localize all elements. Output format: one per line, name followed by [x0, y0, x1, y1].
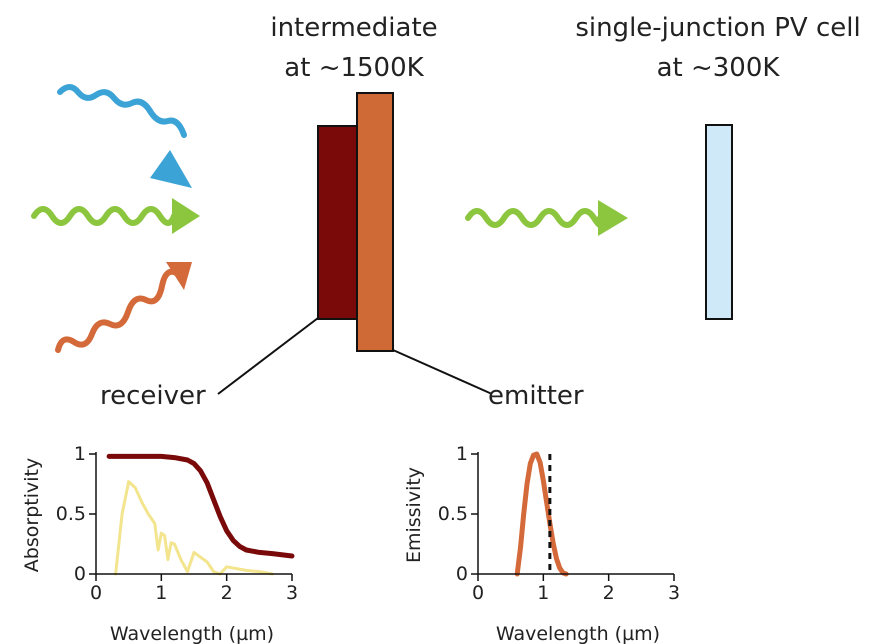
- absorptivity-y-axis-label: Absorptivity: [21, 458, 43, 572]
- emissivity-x-tick-label: 1: [537, 582, 549, 604]
- intermediate-label: intermediate: [270, 13, 437, 43]
- emissivity-chart: Emissivity Wavelength (µm) 0 1 2 3 0 0.5 1: [403, 443, 680, 644]
- absorptivity-x-tick-label: 3: [286, 582, 298, 604]
- absorptivity-chart: Absorptivity Wavelength (µm) 0 1 2 3 0 0.5 1: [21, 443, 298, 644]
- emissivity-y-tick-label: 1: [456, 443, 468, 465]
- emitter-label: emitter: [488, 381, 584, 411]
- receiver-block: [317, 125, 359, 320]
- absorptivity-series-line: [114, 480, 274, 576]
- absorptivity-x-axis-label: Wavelength (µm): [110, 623, 274, 644]
- emissivity-y-tick-label: 0.5: [438, 503, 468, 525]
- pv-cell-block: [705, 124, 733, 320]
- emitter-block: [356, 92, 394, 352]
- absorptivity-x-tick-label: 0: [90, 582, 102, 604]
- blue-wave-arrow-icon: [57, 84, 192, 188]
- emissivity-x-tick-label: 2: [603, 582, 615, 604]
- absorptivity-y-tick-label: 0.5: [56, 503, 86, 525]
- receiver-label: receiver: [100, 381, 206, 411]
- pv-cell-label: single-junction PV cell: [575, 13, 860, 43]
- absorptivity-y-tick-label: 1: [74, 443, 86, 465]
- emissivity-y-tick-label: 0: [456, 563, 468, 585]
- absorptivity-series-line: [106, 453, 295, 559]
- receiver-leader-line: [217, 317, 319, 395]
- absorptivity-x-tick-label: 2: [221, 582, 233, 604]
- orange-wave-arrow-icon: [55, 262, 192, 353]
- absorptivity-x-tick-label: 1: [155, 582, 167, 604]
- emissivity-x-tick-label: 3: [668, 582, 680, 604]
- emissivity-x-axis-label: Wavelength (µm): [496, 623, 660, 644]
- pv-cell-temperature-label: at ~300K: [657, 53, 781, 83]
- green-wave-arrow-icon: [31, 198, 200, 234]
- emissivity-series-line: [514, 451, 569, 577]
- green-wave-arrow-icon: [465, 200, 628, 236]
- emissivity-x-tick-label: 0: [472, 582, 484, 604]
- absorptivity-y-tick-label: 0: [74, 563, 86, 585]
- emitter-leader-line: [392, 349, 493, 395]
- intermediate-temperature-label: at ~1500K: [284, 53, 424, 83]
- emissivity-y-axis-label: Emissivity: [403, 467, 425, 563]
